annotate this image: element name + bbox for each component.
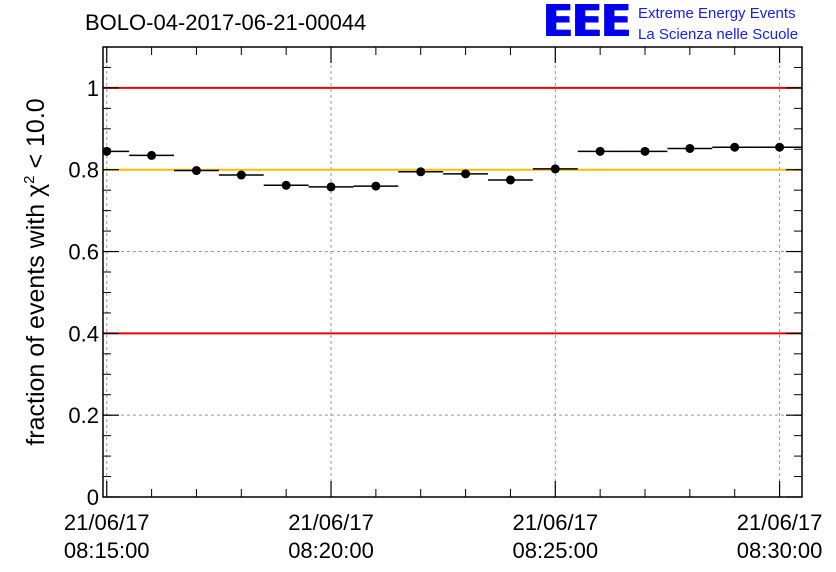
y-tick-label: 0.8	[68, 158, 99, 183]
data-point	[102, 146, 112, 156]
data-point	[550, 164, 560, 174]
y-tick-label: 0.4	[68, 321, 99, 346]
axis-labels: 0 0.2 0.4 0.6 0.8 1 21/06/17 08:15:00 21/06/17 08…	[21, 76, 822, 563]
axis-ticks	[103, 46, 802, 498]
data-point	[416, 167, 426, 177]
plot-area-border	[102, 46, 803, 498]
data-point	[595, 146, 605, 156]
y-tick-label: 0.2	[68, 403, 99, 428]
data-point	[640, 146, 650, 156]
data-point	[461, 169, 471, 179]
x-tick-label-date: 21/06/17	[288, 510, 374, 535]
y-axis-label: fraction of events with χ2 < 10.0	[21, 98, 50, 445]
data-point	[147, 150, 157, 160]
y-tick-label: 0.6	[68, 240, 99, 265]
eee-logo: EEE Extreme Energy Events La Scienza nel…	[542, 0, 834, 47]
x-tick-label-time: 08:30:00	[737, 538, 823, 563]
x-tick-label-time: 08:20:00	[288, 538, 374, 563]
x-tick-label-time: 08:25:00	[512, 538, 598, 563]
data-point	[326, 182, 336, 192]
data-point	[685, 143, 695, 153]
grid-lines	[103, 47, 802, 497]
data-point	[505, 175, 515, 185]
data-point	[191, 166, 201, 176]
plot-frame	[102, 46, 803, 498]
chart-title: BOLO-04-2017-06-21-00044	[85, 10, 367, 35]
data-point	[730, 142, 740, 152]
y-tick-label: 0	[87, 485, 99, 510]
eee-logo-mark: EEE	[542, 0, 630, 47]
data-points	[102, 142, 802, 192]
data-point	[775, 142, 785, 152]
data-point	[236, 170, 246, 180]
x-tick-label-date: 21/06/17	[737, 510, 823, 535]
logo-line-1: Extreme Energy Events	[638, 5, 796, 22]
y-tick-label: 1	[87, 76, 99, 101]
x-tick-label-time: 08:15:00	[64, 538, 150, 563]
x-tick-label-date: 21/06/17	[64, 510, 150, 535]
data-point	[371, 181, 381, 191]
logo-line-2: La Scienza nelle Scuole	[638, 26, 799, 43]
data-point	[281, 180, 291, 190]
reference-lines	[103, 86, 802, 335]
x-tick-label-date: 21/06/17	[512, 510, 598, 535]
